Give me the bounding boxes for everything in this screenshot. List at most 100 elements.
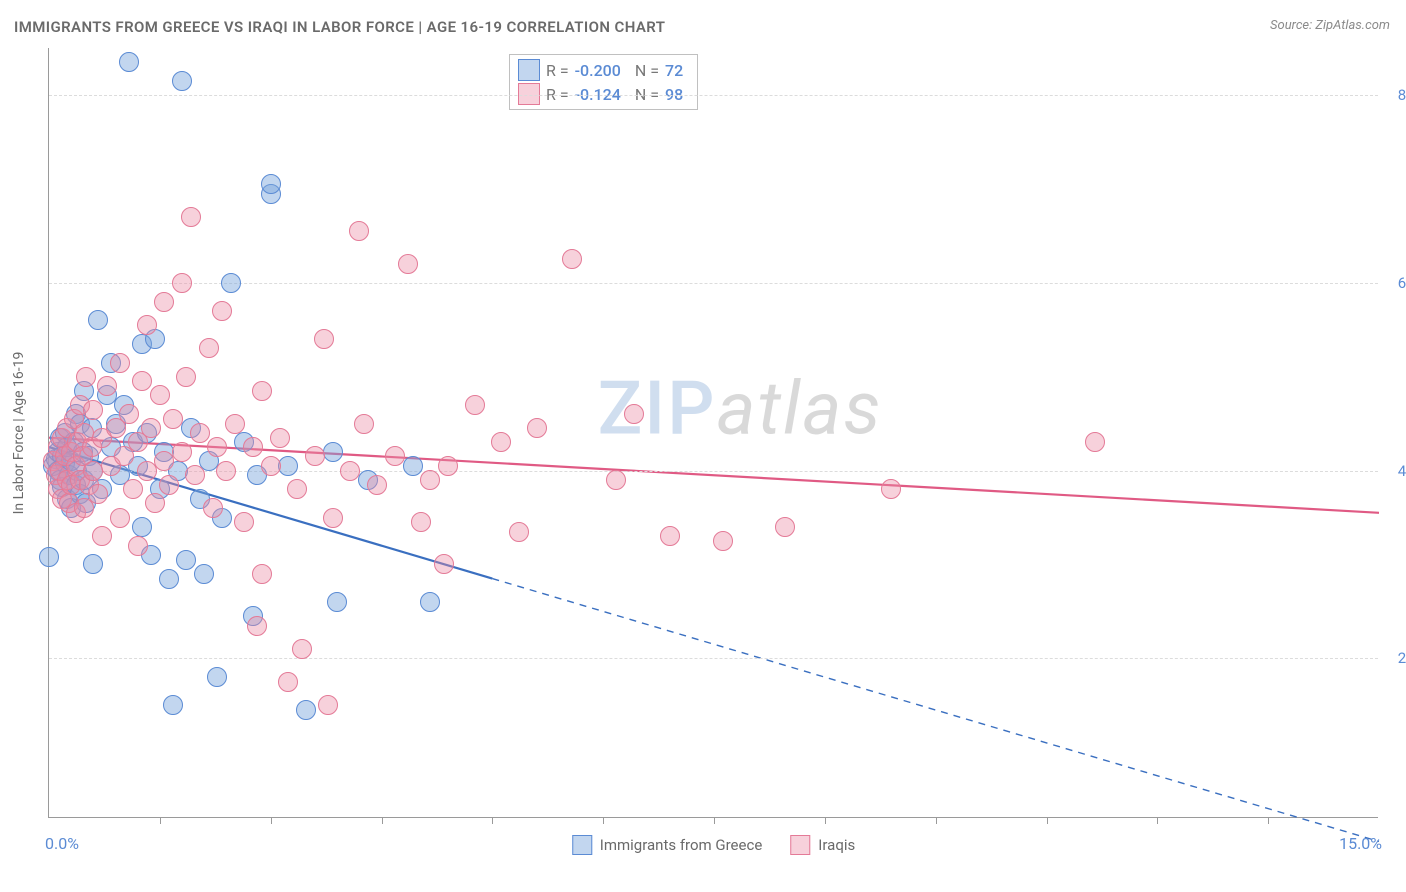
- scatter-point: [221, 273, 241, 293]
- x-tick: [825, 817, 826, 824]
- x-tick: [382, 817, 383, 824]
- scatter-point: [137, 461, 157, 481]
- scatter-point: [216, 461, 236, 481]
- scatter-point: [318, 695, 338, 715]
- scatter-point: [92, 526, 112, 546]
- scatter-point: [154, 451, 174, 471]
- scatter-point: [340, 461, 360, 481]
- x-tick: [1047, 817, 1048, 824]
- scatter-point: [660, 526, 680, 546]
- scatter-point: [465, 395, 485, 415]
- scatter-point: [88, 310, 108, 330]
- bottom-legend-swatch-iraqis: [790, 835, 810, 855]
- scatter-point: [128, 536, 148, 556]
- scatter-point: [243, 437, 263, 457]
- legend-swatch-greece: [518, 59, 540, 81]
- y-axis-title: In Labor Force | Age 16-19: [11, 351, 27, 514]
- scatter-point: [97, 376, 117, 396]
- scatter-point: [367, 475, 387, 495]
- scatter-point: [176, 367, 196, 387]
- scatter-point: [509, 522, 529, 542]
- scatter-point: [420, 592, 440, 612]
- scatter-point: [398, 254, 418, 274]
- scatter-point: [354, 414, 374, 434]
- scatter-point: [234, 512, 254, 532]
- scatter-point: [137, 315, 157, 335]
- scatter-point: [172, 71, 192, 91]
- scatter-point: [420, 470, 440, 490]
- scatter-point: [713, 531, 733, 551]
- scatter-point: [403, 456, 423, 476]
- x-axis-min-label: 0.0%: [45, 834, 79, 853]
- scatter-point: [181, 207, 201, 227]
- scatter-point: [159, 475, 179, 495]
- x-axis-max-label: 15.0%: [1339, 834, 1382, 853]
- stat-r-label: R =: [546, 61, 569, 80]
- scatter-point: [203, 498, 223, 518]
- scatter-point: [110, 353, 130, 373]
- scatter-point: [212, 301, 232, 321]
- scatter-point: [172, 273, 192, 293]
- x-tick: [1268, 817, 1269, 824]
- scatter-point: [434, 554, 454, 574]
- scatter-point: [287, 479, 307, 499]
- scatter-point: [278, 672, 298, 692]
- bottom-legend-label-greece: Immigrants from Greece: [600, 836, 763, 854]
- stat-n-value-greece: 72: [665, 61, 683, 80]
- scatter-point: [163, 409, 183, 429]
- scatter-point: [314, 329, 334, 349]
- scatter-point: [261, 456, 281, 476]
- scatter-point: [411, 512, 431, 532]
- scatter-point: [323, 508, 343, 528]
- scatter-point: [349, 221, 369, 241]
- scatter-point: [323, 442, 343, 462]
- x-tick: [160, 817, 161, 824]
- scatter-point: [562, 249, 582, 269]
- y-tick-label: 40.0%: [1383, 462, 1406, 480]
- scatter-point: [119, 404, 139, 424]
- scatter-point: [185, 465, 205, 485]
- scatter-point: [881, 479, 901, 499]
- scatter-point: [190, 423, 210, 443]
- scatter-point: [176, 550, 196, 570]
- scatter-point: [296, 700, 316, 720]
- scatter-point: [438, 456, 458, 476]
- scatter-point: [606, 470, 626, 490]
- bottom-legend-label-iraqis: Iraqis: [818, 836, 855, 854]
- scatter-point: [76, 367, 96, 387]
- scatter-point: [123, 479, 143, 499]
- scatter-point: [150, 385, 170, 405]
- stat-r-value-greece: -0.200: [575, 61, 621, 80]
- legend-stats-box: R = -0.200 N = 72 R = -0.124 N = 98: [509, 54, 698, 110]
- x-tick: [492, 817, 493, 824]
- scatter-point: [199, 338, 219, 358]
- chart-title: IMMIGRANTS FROM GREECE VS IRAQI IN LABOR…: [14, 18, 665, 36]
- scatter-point: [1085, 432, 1105, 452]
- scatter-point: [141, 418, 161, 438]
- chart-container: IMMIGRANTS FROM GREECE VS IRAQI IN LABOR…: [0, 0, 1406, 892]
- scatter-point: [270, 428, 290, 448]
- bottom-legend-swatch-greece: [572, 835, 592, 855]
- watermark-zip: ZIP: [598, 366, 717, 453]
- scatter-point: [132, 517, 152, 537]
- scatter-point: [154, 292, 174, 312]
- x-tick: [936, 817, 937, 824]
- watermark-atlas: atlas: [716, 366, 882, 453]
- stat-n-label: N =: [627, 61, 659, 80]
- gridline-h: [49, 95, 1378, 96]
- scatter-point: [252, 381, 272, 401]
- scatter-point: [225, 414, 245, 434]
- scatter-point: [491, 432, 511, 452]
- scatter-point: [278, 456, 298, 476]
- scatter-point: [207, 667, 227, 687]
- bottom-legend-item-iraqis: Iraqis: [790, 835, 855, 855]
- x-tick: [1157, 817, 1158, 824]
- scatter-point: [88, 484, 108, 504]
- scatter-point: [163, 695, 183, 715]
- scatter-point: [119, 52, 139, 72]
- y-tick-label: 20.0%: [1383, 649, 1406, 667]
- scatter-point: [292, 639, 312, 659]
- plot-area: In Labor Force | Age 16-19 ZIPatlas R = …: [48, 48, 1378, 818]
- scatter-point: [527, 418, 547, 438]
- y-tick-label: 60.0%: [1383, 274, 1406, 292]
